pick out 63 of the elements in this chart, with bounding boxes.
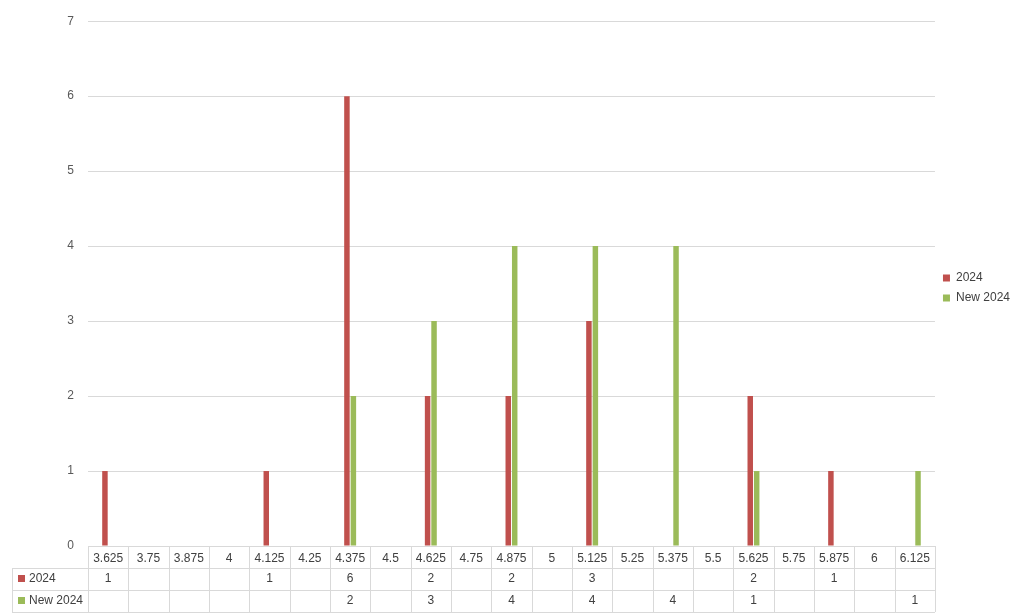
bar [505,396,511,546]
x-tick-label: 5.5 [704,550,722,565]
bar [511,246,518,546]
data-label: 2 [427,571,435,586]
bar [753,471,760,546]
y-tick-label: 6 [67,88,75,103]
data-label: 2 [346,593,354,608]
data-label: 1 [911,593,919,608]
x-tick-label: 4.25 [298,550,322,565]
x-tick-label: 4.375 [335,550,366,565]
x-tick-label: 5.875 [819,550,850,565]
y-tick-label: 5 [67,163,75,178]
x-tick-label: 4.875 [496,550,527,565]
data-label: 3 [427,593,435,608]
y-tick-label: 3 [67,313,75,328]
data-label: 2 [750,571,758,586]
x-tick-label: 4.75 [459,550,484,565]
x-tick-label: 5.625 [738,550,769,565]
y-tick-label: 4 [67,238,75,253]
y-tick-label: 1 [67,463,75,478]
x-tick-label: 3.625 [93,550,124,565]
x-tick-label: 5.25 [620,550,645,565]
bar [263,471,270,546]
x-tick-label: 3.875 [173,550,205,565]
data-label: 1 [266,571,274,586]
bar [424,396,431,546]
data-label: 1 [830,571,838,586]
data-label: 1 [750,593,758,608]
x-tick-label: 4.5 [382,550,400,565]
x-tick-label: 6.125 [899,550,931,565]
bar [344,96,350,546]
x-tick-label: 4 [225,550,233,565]
x-tick-label: 5 [548,550,556,565]
bar [915,471,921,546]
bar [828,471,834,546]
x-tick-label: 5.125 [577,550,608,565]
legend-label: New 2024 [955,290,1011,305]
data-label: 4 [669,593,677,608]
y-tick-label: 7 [67,13,75,28]
x-tick-label: 4.625 [415,550,447,565]
bar [592,246,599,546]
x-tick-label: 4.125 [254,550,285,565]
bar [102,471,108,546]
x-tick-label: 6 [871,550,879,565]
data-label: 3 [588,571,596,586]
y-tick-label: 2 [67,388,75,403]
legend-label: 2024 [29,571,57,586]
data-label: 1 [104,571,112,586]
text: 2024 [955,270,983,285]
data-label: 2 [508,571,516,586]
bar [350,396,357,546]
data-label: 4 [588,593,596,608]
bar [673,246,679,546]
x-tick-label: 3.75 [136,550,161,565]
x-tick-label: 5.375 [657,550,689,565]
bar [586,321,592,546]
bar [747,396,753,546]
bar [431,321,437,546]
data-label: 6 [346,571,354,586]
data-label: 4 [508,593,516,608]
text: New 2024 [29,593,84,608]
x-tick-label: 5.75 [782,550,806,565]
y-tick-label: 0 [67,538,75,553]
